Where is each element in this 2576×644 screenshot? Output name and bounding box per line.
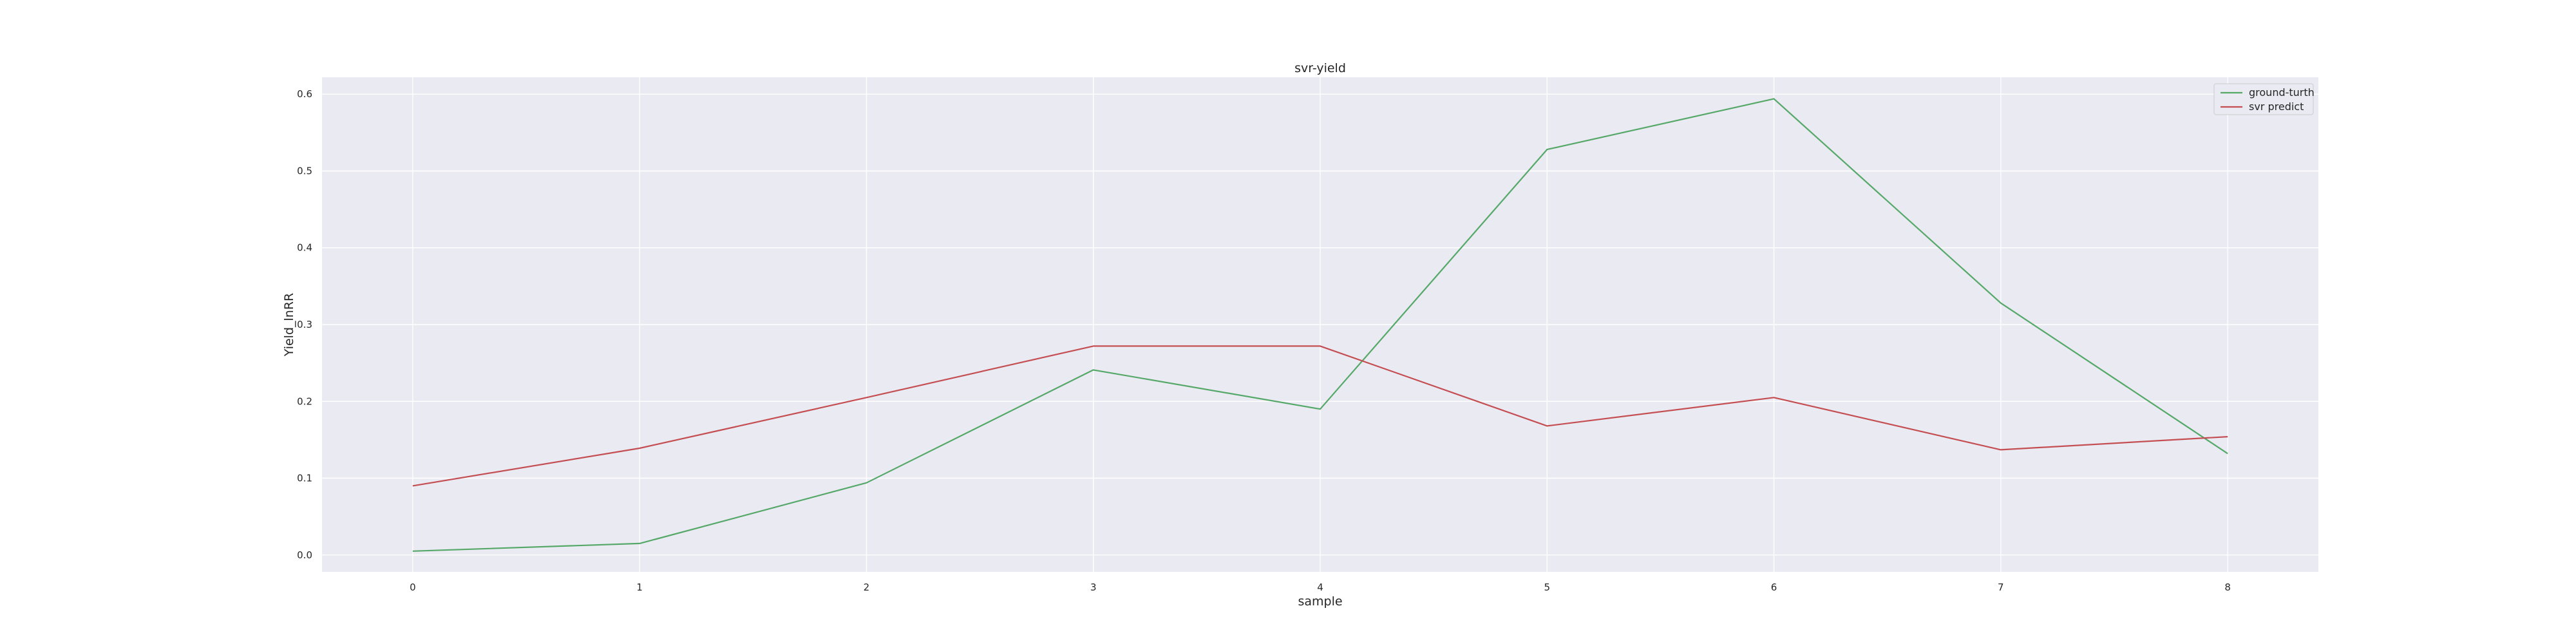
- y-tick-label: 0.0: [297, 549, 312, 561]
- x-tick-label: 4: [1317, 582, 1323, 593]
- x-tick-label: 1: [636, 582, 643, 593]
- x-tick-label: 0: [410, 582, 416, 593]
- x-tick-label: 2: [864, 582, 870, 593]
- series-line-0: [412, 98, 2228, 552]
- chart-title: svr-yield: [1294, 61, 1346, 75]
- x-tick-label: 8: [2224, 582, 2231, 593]
- x-tick-label: 3: [1090, 582, 1097, 593]
- legend-label: ground-turth: [2249, 86, 2315, 99]
- series-group: [412, 98, 2228, 552]
- y-tick-label: 0.2: [297, 395, 312, 407]
- x-tick-label: 7: [1998, 582, 2004, 593]
- y-tick-label: 0.3: [297, 319, 312, 330]
- x-tick-label: 5: [1544, 582, 1550, 593]
- y-tick-label: 0.6: [297, 88, 312, 100]
- x-axis-label: sample: [1298, 594, 1342, 609]
- y-axis-label: Yield_lnRR: [282, 293, 296, 357]
- x-tick-label: 6: [1771, 582, 1777, 593]
- y-tick-labels: 0.0 0.1 0.2 0.3 0.4 0.5 0.6: [297, 88, 312, 561]
- x-tick-labels: 0 1 2 3 4 5 6 7 8: [410, 582, 2231, 593]
- y-tick-label: 0.5: [297, 165, 312, 176]
- legend-label: svr predict: [2249, 100, 2304, 113]
- y-tick-label: 0.4: [297, 242, 312, 254]
- grid: [322, 77, 2318, 572]
- y-tick-label: 0.1: [297, 473, 312, 484]
